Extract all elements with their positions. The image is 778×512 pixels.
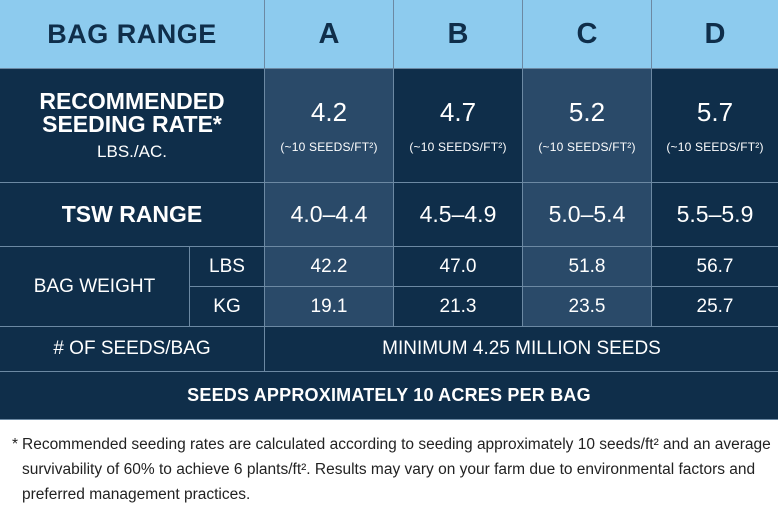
- header-bag-range: BAG RANGE: [0, 0, 265, 69]
- header-col-b: B: [394, 0, 523, 69]
- header-col-a: A: [265, 0, 394, 69]
- tsw-row-label: TSW RANGE: [0, 183, 265, 247]
- tsw-value-b: 4.5–4.9: [394, 183, 523, 247]
- lbs-value-a: 42.2: [265, 247, 394, 287]
- footnote-marker: *: [12, 436, 19, 453]
- kg-value-d: 25.7: [652, 287, 778, 327]
- rate-cell-a: 4.2 (~10 SEEDS/FT²): [265, 69, 394, 183]
- rate-note-c: (~10 SEEDS/FT²): [538, 140, 636, 154]
- rate-label-line1: RECOMMENDED: [39, 87, 225, 114]
- rate-row-label: RECOMMENDED SEEDING RATE* LBS./AC.: [0, 69, 265, 183]
- kg-value-a: 19.1: [265, 287, 394, 327]
- acres-per-bag-banner: SEEDS APPROXIMATELY 10 ACRES PER BAG: [0, 372, 778, 420]
- rate-note-b: (~10 SEEDS/FT²): [409, 140, 507, 154]
- seeds-per-bag-label: # OF SEEDS/BAG: [0, 327, 265, 372]
- bag-weight-label: BAG WEIGHT: [0, 247, 190, 327]
- rate-cell-b: 4.7 (~10 SEEDS/FT²): [394, 69, 523, 183]
- rate-note-d: (~10 SEEDS/FT²): [666, 140, 764, 154]
- unit-kg: KG: [190, 287, 265, 327]
- rate-value-c: 5.2: [568, 97, 606, 127]
- unit-lbs: LBS: [190, 247, 265, 287]
- seed-bag-table: BAG RANGE A B C D RECOMMENDED SEEDING RA…: [0, 0, 778, 420]
- rate-value-b: 4.7: [439, 97, 477, 127]
- rate-note-a: (~10 SEEDS/FT²): [280, 140, 378, 154]
- tsw-value-c: 5.0–5.4: [523, 183, 652, 247]
- kg-value-b: 21.3: [394, 287, 523, 327]
- rate-cell-c: 5.2 (~10 SEEDS/FT²): [523, 69, 652, 183]
- header-col-d: D: [652, 0, 778, 69]
- lbs-value-d: 56.7: [652, 247, 778, 287]
- rate-value-d: 5.7: [696, 97, 734, 127]
- rate-value-a: 4.2: [310, 97, 348, 127]
- footnote-text: Recommended seeding rates are calculated…: [22, 436, 771, 503]
- footnote: * Recommended seeding rates are calculat…: [12, 432, 772, 507]
- tsw-value-a: 4.0–4.4: [265, 183, 394, 247]
- rate-cell-d: 5.7 (~10 SEEDS/FT²): [652, 69, 778, 183]
- rate-label-line2: SEEDING RATE*: [42, 110, 222, 137]
- header-col-c: C: [523, 0, 652, 69]
- kg-value-c: 23.5: [523, 287, 652, 327]
- lbs-value-b: 47.0: [394, 247, 523, 287]
- seeds-per-bag-value: MINIMUM 4.25 MILLION SEEDS: [265, 327, 778, 372]
- tsw-value-d: 5.5–5.9: [652, 183, 778, 247]
- rate-label-unit: LBS./AC.: [97, 141, 167, 161]
- lbs-value-c: 51.8: [523, 247, 652, 287]
